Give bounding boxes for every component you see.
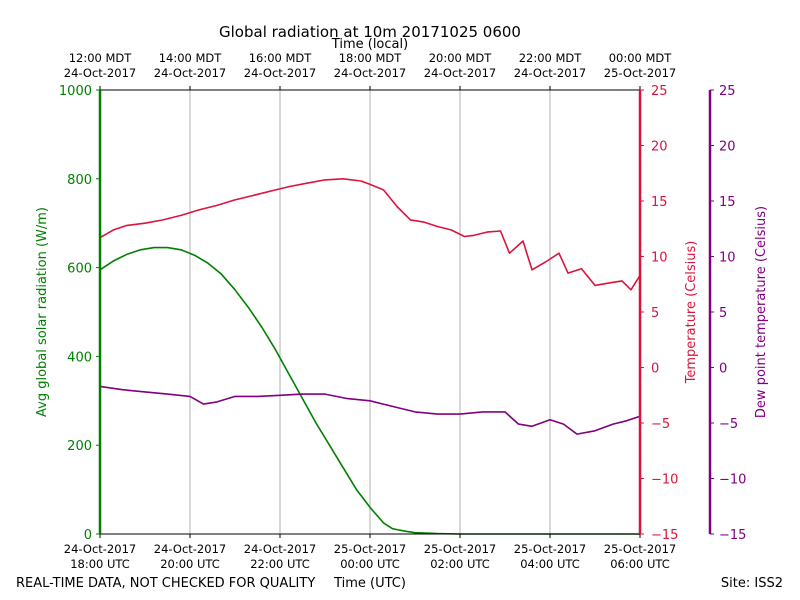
radiation-tick-label: 600 <box>67 262 92 277</box>
radiation-tick-label: 800 <box>67 173 92 188</box>
top-x-tick-label: 14:00 MDT <box>159 51 223 65</box>
temperature-tick-label: 15 <box>651 195 668 210</box>
temperature-tick-label: 25 <box>651 84 668 99</box>
temperature-axis-label: Temperature (Celsius) <box>684 241 699 385</box>
dewpoint-tick-label: 15 <box>719 195 736 210</box>
bottom-x-tick-label: 24-Oct-2017 <box>244 542 316 556</box>
top-x-tick-label: 12:00 MDT <box>69 51 133 65</box>
temperature-tick-label: −15 <box>651 528 678 543</box>
chart-title: Global radiation at 10m 20171025 0600 <box>219 23 521 41</box>
radiation-axis-label: Avg global solar radiation (W/m) <box>35 207 50 417</box>
bottom-x-tick-label: 20:00 UTC <box>160 557 220 571</box>
bottom-x-tick-label: 18:00 UTC <box>70 557 130 571</box>
top-x-tick-label: 16:00 MDT <box>249 51 313 65</box>
top-x-tick-label: 24-Oct-2017 <box>244 66 316 80</box>
bottom-x-tick-label: 24-Oct-2017 <box>154 542 226 556</box>
radiation-series-line <box>99 246 640 535</box>
dewpoint-tick-label: 5 <box>719 306 727 321</box>
bottom-x-tick-label: 25-Oct-2017 <box>514 542 586 556</box>
bottom-x-tick-label: 00:00 UTC <box>340 557 400 571</box>
dewpoint-axis-label: Dew point temperature (Celsius) <box>754 206 769 418</box>
temperature-tick-label: 0 <box>651 362 659 377</box>
top-x-tick-label: 24-Oct-2017 <box>514 66 586 80</box>
bottom-x-tick-label: 25-Oct-2017 <box>604 542 676 556</box>
temperature-tick-label: −10 <box>651 473 678 488</box>
dewpoint-tick-label: −10 <box>719 473 746 488</box>
bottom-axis-title: Time (UTC) <box>333 576 406 591</box>
bottom-x-tick-label: 25-Oct-2017 <box>424 542 496 556</box>
temperature-tick-label: 10 <box>651 251 668 266</box>
bottom-x-tick-label: 25-Oct-2017 <box>334 542 406 556</box>
bottom-x-tick-label: 06:00 UTC <box>610 557 670 571</box>
frame-layer <box>98 89 712 535</box>
top-x-tick-label: 00:00 MDT <box>609 51 673 65</box>
temperature-series-line <box>99 178 641 291</box>
top-x-tick-label: 25-Oct-2017 <box>604 66 676 80</box>
temperature-tick-label: 20 <box>651 140 668 155</box>
temperature-tick-label: 5 <box>651 306 659 321</box>
radiation-tick-label: 0 <box>84 528 92 543</box>
bottom-x-tick-label: 24-Oct-2017 <box>64 542 136 556</box>
temperature-tick-label: −5 <box>651 417 670 432</box>
grid-layer <box>189 90 551 534</box>
bottom-x-tick-label: 02:00 UTC <box>430 557 490 571</box>
bottom-x-tick-label: 04:00 UTC <box>520 557 580 571</box>
top-x-tick-label: 24-Oct-2017 <box>64 66 136 80</box>
dewpoint-series-line <box>99 385 641 435</box>
top-x-tick-label: 24-Oct-2017 <box>424 66 496 80</box>
dewpoint-tick-label: 0 <box>719 362 727 377</box>
dewpoint-tick-label: 10 <box>719 251 736 266</box>
top-axis-title: Time (local) <box>331 37 408 52</box>
top-x-tick-label: 24-Oct-2017 <box>334 66 406 80</box>
quality-disclaimer: REAL-TIME DATA, NOT CHECKED FOR QUALITY <box>16 576 315 591</box>
dewpoint-tick-label: 20 <box>719 140 736 155</box>
dewpoint-tick-label: 25 <box>719 84 736 99</box>
radiation-tick-label: 1000 <box>59 84 92 99</box>
top-x-tick-label: 18:00 MDT <box>339 51 403 65</box>
radiation-tick-label: 200 <box>67 439 92 454</box>
top-x-tick-label: 22:00 MDT <box>519 51 583 65</box>
top-x-tick-label: 20:00 MDT <box>429 51 493 65</box>
radiation-tick-label: 400 <box>67 350 92 365</box>
series-layer <box>99 178 641 535</box>
dewpoint-tick-label: −5 <box>719 417 738 432</box>
dewpoint-tick-label: −15 <box>719 528 746 543</box>
top-x-tick-label: 24-Oct-2017 <box>154 66 226 80</box>
bottom-x-tick-label: 22:00 UTC <box>250 557 310 571</box>
site-label: Site: ISS2 <box>721 576 783 591</box>
